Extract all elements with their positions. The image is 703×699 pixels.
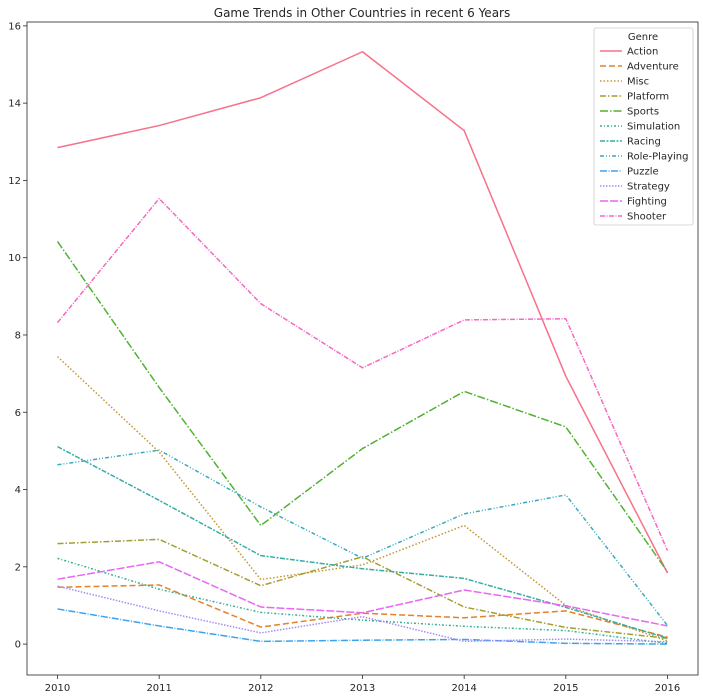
series-line-simulation [57,557,668,645]
x-axis: 2010 2011 2012 2013 2014 2015 2016 [45,675,680,694]
y-tick-label: 2 [15,562,21,573]
y-tick-label: 4 [15,485,21,496]
legend-label-platform: Platform [627,92,669,103]
x-tick-label: 2010 [45,683,70,694]
x-tick-label: 2014 [451,683,476,694]
legend-box [593,27,694,226]
legend-label-strategy: Strategy [627,182,670,193]
series-line-role-playing [57,449,669,627]
legend-label-fighting: Fighting [627,197,667,208]
series-line-misc [56,356,668,642]
series-line-racing [57,445,668,640]
legend-label-racing: Racing [627,137,661,148]
legend-label-action: Action [627,47,658,58]
x-tick-label: 2013 [350,683,375,694]
series-line-action [57,51,669,574]
series-layer [56,51,669,645]
legend-label-role-playing: Role-Playing [627,152,688,163]
x-tick-label: 2016 [655,683,680,694]
y-tick-label: 8 [15,330,21,341]
chart-title: Game Trends in Other Countries in recent… [214,6,510,20]
series-line-platform [57,538,668,640]
x-tick-label: 2012 [248,683,273,694]
legend-label-misc: Misc [627,77,649,88]
series-line-puzzle [57,608,668,645]
y-tick-label: 16 [8,21,21,32]
series-line-sports [56,241,669,573]
series-line-shooter [56,197,669,551]
x-tick-label: 2011 [146,683,171,694]
legend-label-simulation: Simulation [627,122,680,133]
series-line-strategy [57,585,668,643]
x-tick-label: 2015 [553,683,578,694]
y-tick-label: 10 [8,253,21,264]
legend-title: Genre [628,32,658,43]
y-tick-label: 0 [15,640,21,651]
y-tick-label: 14 [8,99,21,110]
y-tick-label: 12 [8,176,21,187]
y-axis: 0 2 4 6 8 10 12 14 16 [8,21,27,651]
legend-label-adventure: Adventure [627,62,679,73]
legend-label-puzzle: Puzzle [627,167,659,178]
legend: Genre Action Adventure Misc Platform Sports S… [593,27,694,226]
legend-items: Action Adventure Misc Platform Sports Simulat… [600,47,688,223]
y-tick-label: 6 [15,408,21,419]
series-line-adventure [57,584,668,638]
legend-label-shooter: Shooter [627,212,667,223]
series-line-fighting [57,561,668,627]
legend-label-sports: Sports [627,107,659,118]
